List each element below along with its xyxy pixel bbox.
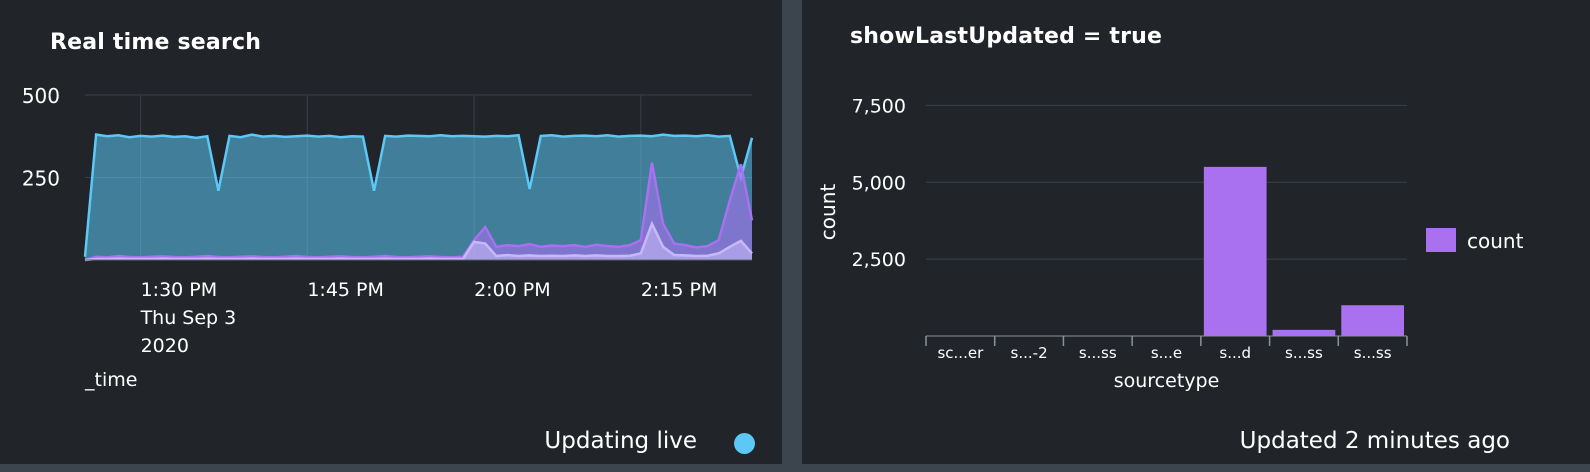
bar	[1203, 166, 1267, 336]
x-tick-label: 2:00 PM	[474, 279, 551, 301]
x-tick-sublabel: Thu Sep 3	[140, 307, 237, 329]
x-axis-label: _time	[84, 369, 137, 391]
series-area	[85, 134, 752, 260]
x-tick-label: s...-2	[1011, 344, 1048, 362]
x-tick-label: s...ss	[1285, 344, 1323, 362]
y-tick-label: 5,000	[852, 172, 906, 194]
y-tick-label: 500	[22, 84, 60, 108]
live-indicator-dot	[734, 433, 755, 454]
series-line	[84, 162, 754, 262]
x-tick-sublabel: 2020	[141, 335, 189, 357]
legend-swatch	[1426, 228, 1456, 252]
area-chart: 250 500 1:30 PM Thu Sep 3 2020 1:45 PM 2:00 PM…	[22, 84, 754, 391]
x-tick-label: s...d	[1219, 344, 1251, 362]
live-status-text: Updating live	[544, 428, 697, 454]
last-updated-panel: showLastUpdated = true 2,500 5,000 7,500 co…	[802, 0, 1590, 464]
x-tick-label: s...ss	[1354, 344, 1392, 362]
y-axis-label: count	[816, 184, 840, 241]
x-tick-label: sc...er	[937, 344, 984, 362]
x-tick-label: 2:15 PM	[641, 279, 718, 301]
panel-title: Real time search	[50, 30, 262, 55]
x-tick-label: s...ss	[1079, 344, 1117, 362]
x-tick-label: s...e	[1151, 344, 1182, 362]
series-line	[83, 133, 754, 257]
legend-label: count	[1467, 229, 1524, 253]
x-tick-label: 1:45 PM	[307, 279, 384, 301]
series-line	[84, 220, 753, 262]
y-tick-label: 2,500	[852, 249, 906, 271]
bar-chart: 2,500 5,000 7,500 count sc...er s...-2 s...ss s…	[816, 95, 1524, 392]
x-tick-label: 1:30 PM	[141, 279, 218, 301]
y-tick-label: 7,500	[852, 95, 906, 117]
panel-title: showLastUpdated = true	[850, 24, 1163, 49]
bar	[1272, 329, 1336, 336]
y-tick-label: 250	[22, 167, 60, 191]
bar	[1341, 305, 1404, 336]
x-axis-label: sourcetype	[1114, 370, 1220, 392]
series-area	[85, 162, 752, 260]
last-updated-text: Updated 2 minutes ago	[1239, 428, 1510, 454]
